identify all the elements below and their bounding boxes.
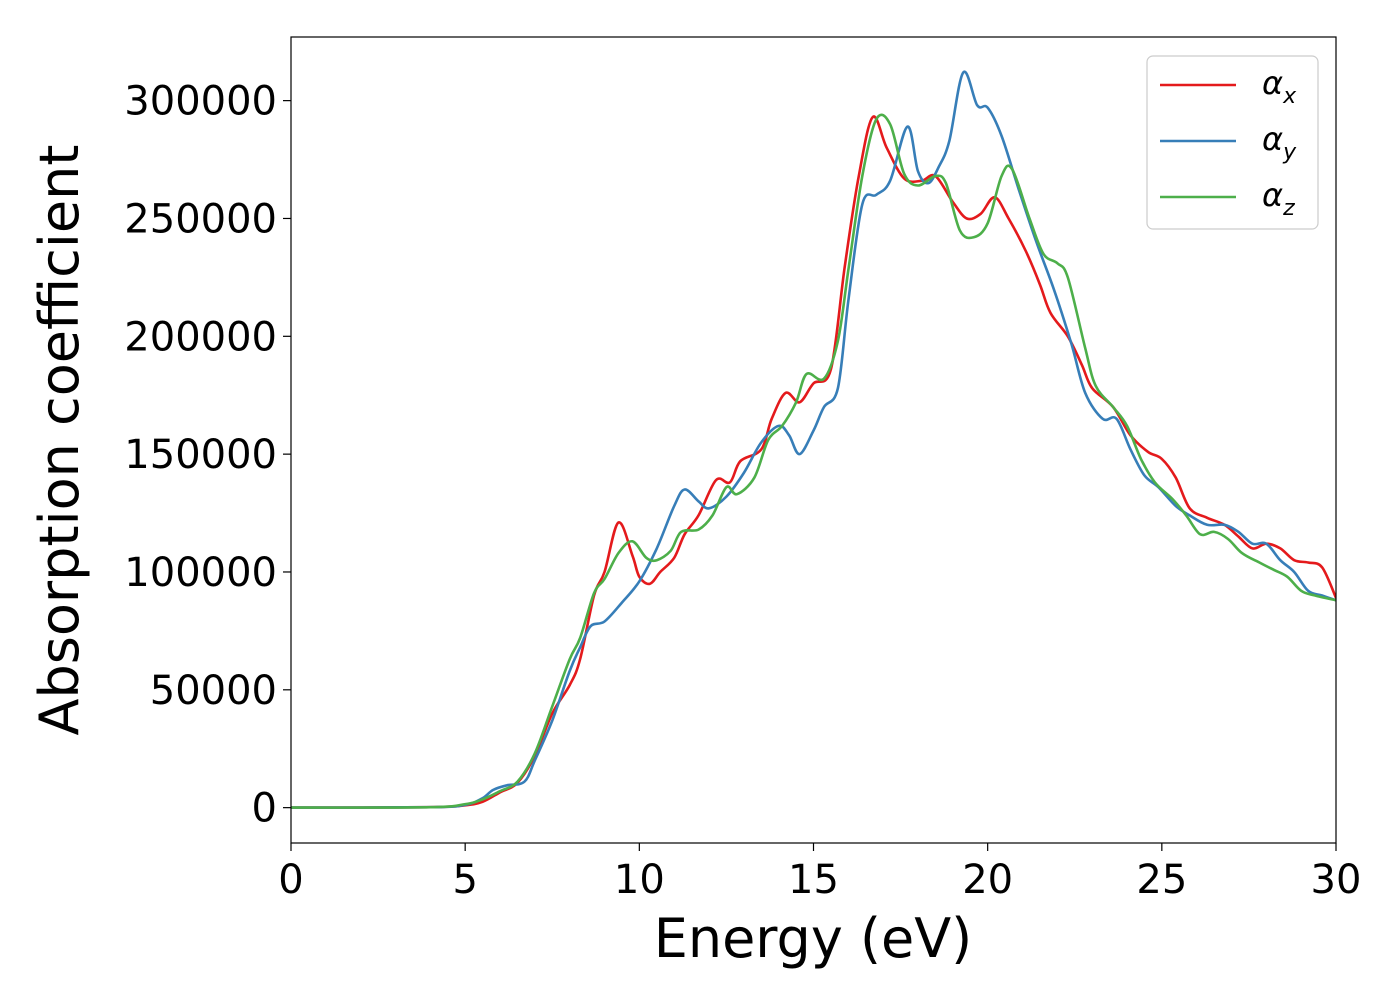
y-tick-label: 200000 (124, 314, 277, 360)
legend-symbol: α (1262, 64, 1283, 102)
legend-subscript: x (1282, 84, 1297, 109)
series-layer (291, 70, 1336, 809)
y-tick-label: 100000 (124, 550, 277, 596)
legend-subscript: z (1282, 196, 1295, 221)
x-tick-label: 25 (1136, 857, 1187, 903)
x-tick-label: 30 (1311, 857, 1362, 903)
y-tick-label: 0 (252, 786, 277, 832)
x-tick-label: 15 (788, 857, 839, 903)
legend-frame (1146, 55, 1319, 230)
legend-label-z: αz (1262, 176, 1295, 221)
x-tick-label: 10 (614, 857, 665, 903)
x-tick-label: 0 (278, 857, 303, 903)
x-tick-label: 5 (452, 857, 477, 903)
legend-symbol: α (1262, 120, 1283, 158)
y-tick-label: 50000 (150, 668, 277, 714)
y-tick-label: 300000 (124, 79, 277, 125)
x-axis-title: Energy (eV) (654, 907, 973, 970)
legend-symbol: α (1262, 176, 1283, 214)
y-tick-label: 250000 (124, 196, 277, 242)
y-tick-label: 150000 (124, 432, 277, 478)
y-axis-title: Absorption coefficient (28, 145, 91, 736)
x-tick-label: 20 (962, 857, 1013, 903)
x-axis-ticks: 0 5 10 15 20 25 30 (278, 843, 1361, 903)
series-line-z (291, 113, 1336, 809)
legend-subscript: y (1282, 140, 1297, 165)
legend-label-y: αy (1262, 120, 1297, 165)
y-axis-ticks: 0 50000 100000 150000 200000 250000 300000 (124, 79, 291, 832)
legend-label-x: αx (1262, 64, 1297, 109)
